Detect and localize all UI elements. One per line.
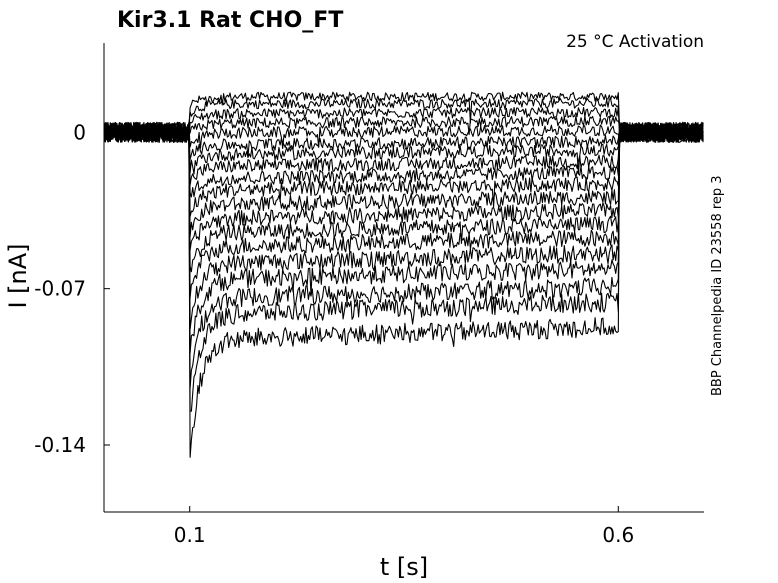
trace-line (103, 121, 704, 389)
trace-line (103, 121, 704, 150)
trace-line (103, 122, 704, 251)
condition-label: 25 °C Activation (566, 32, 704, 52)
chart-title: Kir3.1 Rat CHO_FT (117, 8, 343, 33)
ticks-group: 0.1 0.6 0 -0.07 -0.14 (34, 120, 634, 547)
trace-line (103, 98, 704, 143)
traces-group (103, 91, 704, 458)
trace-line (103, 121, 704, 273)
trace-line (103, 121, 704, 330)
trace-line (103, 121, 704, 175)
trace-line (103, 106, 704, 143)
axes-group (103, 43, 704, 513)
trace-line (103, 121, 704, 299)
side-label: BBP Channelpedia ID 23558 rep 3 (710, 175, 725, 396)
y-tick-label: -0.07 (34, 277, 86, 301)
x-tick-label: 0.1 (174, 523, 206, 547)
x-tick-label: 0.6 (602, 523, 634, 547)
x-axis-label: t [s] (380, 553, 428, 581)
trace-line (103, 121, 704, 160)
trace-line (103, 121, 704, 354)
y-axis-label: I [nA] (4, 243, 32, 308)
trace-line (103, 122, 704, 458)
trace-line (103, 115, 704, 143)
trace-line (103, 121, 704, 238)
trace-line (103, 121, 704, 412)
trace-line (103, 121, 704, 218)
trace-line (103, 121, 704, 198)
trace-line (103, 121, 704, 186)
y-tick-label: 0 (73, 120, 86, 144)
y-tick-label: -0.14 (34, 433, 86, 457)
